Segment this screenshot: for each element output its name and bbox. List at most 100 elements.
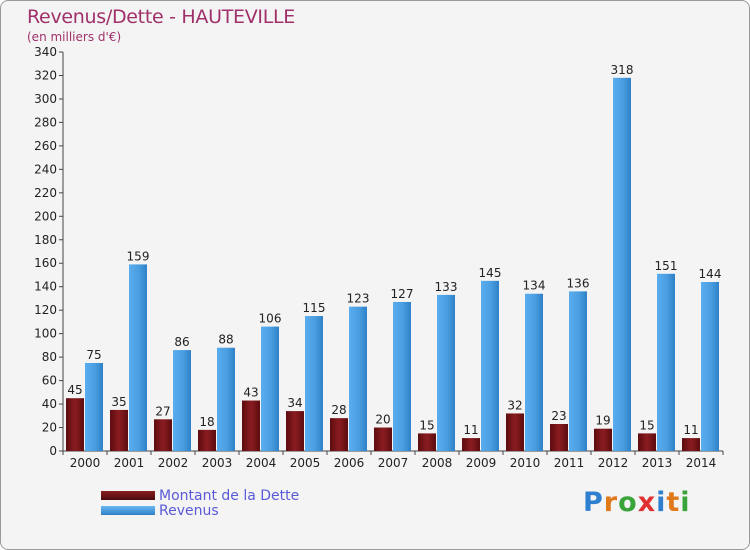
legend-swatch-dette [101, 491, 155, 500]
y-tick-label: 140 [34, 280, 57, 294]
data-label: 11 [683, 423, 698, 437]
logo-letter: i [680, 487, 691, 518]
legend-label-revenus: Revenus [159, 502, 219, 519]
logo-letter: o [618, 487, 638, 518]
logo-letter: P [583, 487, 604, 518]
x-tick-label: 2012 [598, 456, 629, 470]
data-label: 151 [655, 259, 678, 273]
x-tick-label: 2005 [290, 456, 321, 470]
bar-revenus [701, 282, 719, 451]
bar-dette [110, 409, 128, 451]
bar-revenus [613, 77, 631, 451]
bar-dette [506, 413, 524, 451]
data-label: 20 [375, 413, 390, 427]
bar-revenus [393, 301, 411, 451]
bar-revenus [657, 273, 675, 451]
legend-label-dette: Montant de la Dette [159, 487, 300, 504]
chart-title: Revenus/Dette - HAUTEVILLE [27, 6, 295, 28]
data-label: 133 [435, 280, 458, 294]
data-label: 35 [111, 395, 126, 409]
bar-dette [594, 428, 612, 451]
y-tick-label: 320 [34, 68, 57, 82]
data-label: 75 [86, 348, 101, 362]
y-tick-label: 180 [34, 233, 57, 247]
data-label: 32 [507, 398, 522, 412]
data-label: 318 [611, 63, 634, 77]
y-tick-label: 300 [34, 92, 57, 106]
x-tick-label: 2004 [246, 456, 277, 470]
bar-revenus [129, 264, 147, 451]
bar-revenus [437, 294, 455, 451]
y-tick-label: 260 [34, 139, 57, 153]
data-label: 27 [155, 404, 170, 418]
data-label: 45 [67, 383, 82, 397]
x-tick-label: 2007 [378, 456, 409, 470]
bar-revenus [349, 306, 367, 451]
logo-letter: x [637, 487, 657, 518]
bar-revenus [481, 280, 499, 451]
data-label: 115 [303, 301, 326, 315]
y-tick-label: 0 [49, 444, 57, 458]
y-tick-label: 240 [34, 162, 57, 176]
x-tick-label: 2006 [334, 456, 365, 470]
bar-dette [154, 419, 172, 451]
bar-dette [462, 438, 480, 451]
x-tick-label: 2010 [510, 456, 541, 470]
bar-revenus [173, 350, 191, 451]
y-tick-label: 120 [34, 303, 57, 317]
y-tick-label: 100 [34, 327, 57, 341]
logo-letter: r [603, 487, 619, 518]
bar-revenus [85, 362, 103, 451]
bar-dette [418, 433, 436, 451]
data-label: 11 [463, 423, 478, 437]
bar-dette [638, 433, 656, 451]
x-tick-label: 2011 [554, 456, 585, 470]
data-label: 15 [639, 418, 654, 432]
bar-dette [198, 429, 216, 451]
bar-dette [374, 427, 392, 451]
x-tick-label: 2008 [422, 456, 453, 470]
legend: Montant de la Dette Revenus [101, 487, 300, 519]
bar-revenus [569, 291, 587, 451]
bar-revenus [261, 326, 279, 451]
x-tick-label: 2014 [686, 456, 717, 470]
y-tick-label: 20 [42, 421, 57, 435]
data-label: 106 [259, 312, 282, 326]
bar-dette [550, 424, 568, 451]
y-tick-label: 80 [42, 350, 57, 364]
y-tick-label: 220 [34, 186, 57, 200]
y-tick-label: 160 [34, 256, 57, 270]
bar-dette [242, 400, 260, 451]
logo-letter: i [656, 487, 667, 518]
x-tick-label: 2003 [202, 456, 233, 470]
y-tick-label: 200 [34, 209, 57, 223]
bar-revenus [525, 293, 543, 451]
x-tick-label: 2001 [114, 456, 145, 470]
bar-revenus [305, 316, 323, 451]
data-label: 15 [419, 418, 434, 432]
x-tick-label: 2009 [466, 456, 497, 470]
data-label: 144 [699, 267, 722, 281]
data-label: 134 [523, 279, 546, 293]
data-label: 145 [479, 266, 502, 280]
data-label: 43 [243, 386, 258, 400]
data-label: 23 [551, 409, 566, 423]
y-tick-label: 60 [42, 374, 57, 388]
legend-swatch-revenus [101, 506, 155, 515]
data-label: 88 [218, 333, 233, 347]
y-tick-label: 40 [42, 397, 57, 411]
x-tick-label: 2002 [158, 456, 189, 470]
data-label: 34 [287, 396, 302, 410]
bar-dette [66, 398, 84, 451]
legend-item-revenus: Revenus [101, 502, 299, 519]
data-label: 123 [347, 292, 370, 306]
x-tick-label: 2013 [642, 456, 673, 470]
data-label: 127 [391, 287, 414, 301]
data-label: 18 [199, 415, 214, 429]
chart-subtitle: (en milliers d'€) [27, 30, 122, 44]
bar-dette [286, 411, 304, 451]
x-tick-label: 2000 [70, 456, 101, 470]
plot-area: 0204060801001201401601802002202402602803… [34, 45, 724, 470]
